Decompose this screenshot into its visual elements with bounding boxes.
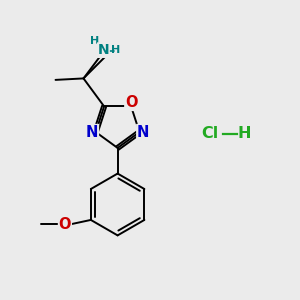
Text: H: H: [111, 45, 120, 55]
Text: O: O: [125, 95, 137, 110]
Text: N: N: [86, 124, 98, 140]
Text: N: N: [137, 124, 149, 140]
Text: N: N: [98, 43, 109, 57]
Text: O: O: [59, 217, 71, 232]
Text: H: H: [90, 36, 100, 46]
Text: H: H: [238, 126, 251, 141]
Text: Cl: Cl: [202, 126, 219, 141]
